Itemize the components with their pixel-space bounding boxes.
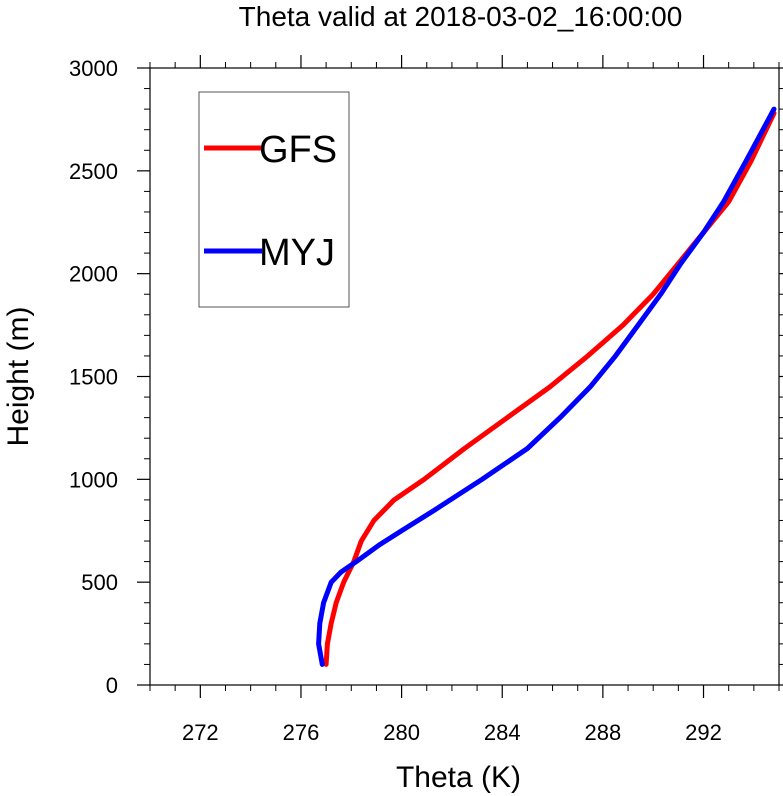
y-tick-label: 0 — [106, 673, 118, 698]
x-tick-label: 280 — [383, 720, 420, 745]
x-tick-label: 272 — [182, 720, 219, 745]
y-tick-label: 2500 — [69, 159, 118, 184]
minor-ticks — [144, 62, 783, 691]
y-tick-label: 1000 — [69, 467, 118, 492]
x-tick-label: 284 — [484, 720, 521, 745]
series-line-gfs — [323, 110, 777, 667]
y-axis-label: Height (m) — [2, 306, 35, 446]
chart-title: Theta valid at 2018-03-02_16:00:00 — [239, 1, 683, 32]
major-ticks — [137, 55, 783, 698]
tick-labels: 272 276 280 284 288 292 0 500 1000 1500 2000 2500 30… — [69, 56, 722, 745]
x-tick-label: 288 — [585, 720, 622, 745]
y-tick-label: 500 — [81, 570, 118, 595]
y-tick-label: 3000 — [69, 56, 118, 81]
series-layer — [316, 106, 777, 667]
legend-label-gfs: GFS — [259, 129, 337, 171]
x-tick-label: 292 — [685, 720, 722, 745]
legend: GFS MYJ — [198, 91, 350, 308]
y-tick-label: 1500 — [69, 365, 118, 390]
x-axis-label: Theta (K) — [396, 761, 521, 794]
legend-box — [198, 91, 350, 308]
plot-frame — [149, 67, 780, 686]
legend-label-myj: MYJ — [259, 232, 335, 274]
series-line-myj — [316, 106, 777, 667]
x-tick-label: 276 — [283, 720, 320, 745]
y-tick-label: 2000 — [69, 262, 118, 287]
